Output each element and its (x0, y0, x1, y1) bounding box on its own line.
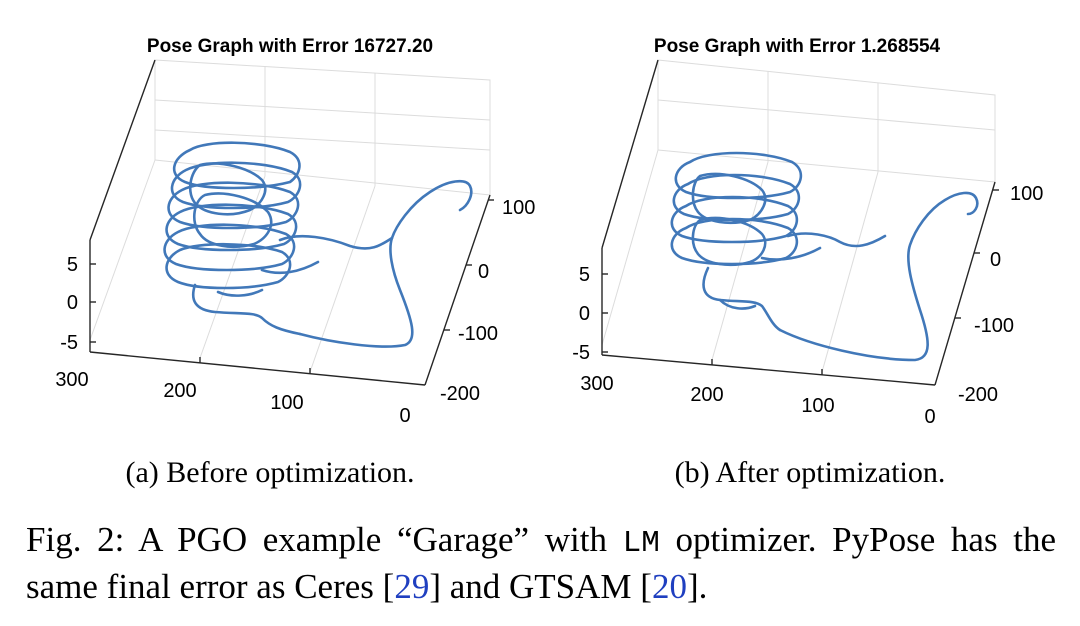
plot-panel-after: Pose Graph with Error 1.268554 5 0 -5 30… (540, 0, 1080, 460)
x-axis-line (601, 354, 936, 386)
x-axis-line (89, 351, 426, 386)
y-tick-label: -200 (958, 384, 998, 406)
z-tick-label: 5 (579, 264, 590, 286)
y-tick-label: 0 (478, 261, 489, 283)
plot-panel-before: Pose Graph with Error 16727.20 5 0 -5 30… (0, 0, 540, 460)
z-axis-line (601, 59, 659, 249)
pose-graph-plot-after: Pose Graph with Error 1.268554 5 0 -5 30… (572, 36, 1043, 428)
x-tick-label: 200 (163, 380, 196, 402)
y-tick-label: -100 (974, 315, 1014, 337)
x-tick-label: 0 (399, 405, 410, 427)
z-tick-label: 0 (67, 292, 78, 314)
y-tick-label: 0 (990, 249, 1001, 271)
y-tick-label: 100 (502, 197, 535, 219)
caption-text: optimizer. PyPose has the same final err… (26, 520, 1056, 606)
caption-text: ] and GTSAM [ (429, 567, 652, 606)
subcaption-before: (a) Before optimization. (125, 456, 415, 489)
plot-title: Pose Graph with Error 1.268554 (654, 36, 941, 57)
citation-link[interactable]: 29 (394, 567, 430, 606)
y-tick-label: -100 (458, 323, 498, 345)
y-axis-line (424, 194, 491, 386)
back-wall-grid (154, 59, 491, 195)
z-tick-label: 0 (579, 303, 590, 325)
grid-line (601, 149, 659, 346)
grid-line (309, 185, 376, 373)
z-tick-label: -5 (60, 332, 78, 354)
z-tick-label: 5 (67, 254, 78, 276)
grid-line (154, 99, 491, 121)
grid-line (711, 161, 769, 361)
back-wall-grid (657, 59, 996, 182)
x-tick-label: 200 (690, 384, 723, 406)
caption-code: LM (622, 526, 660, 561)
citation-link[interactable]: 20 (651, 567, 687, 606)
plot-title: Pose Graph with Error 16727.20 (147, 36, 433, 57)
grid-line (657, 99, 996, 131)
pose-graph-plot-before: Pose Graph with Error 16727.20 5 0 -5 30… (55, 36, 535, 427)
trajectory (670, 151, 979, 362)
y-tick-label: 100 (1010, 183, 1043, 205)
subcaption-after: (b) After optimization. (674, 456, 946, 489)
caption-text: ]. (686, 567, 708, 606)
y-tick-label: -200 (440, 383, 480, 405)
x-tick-label: 300 (580, 373, 613, 395)
trajectory (163, 141, 473, 348)
grid-line (821, 171, 879, 373)
grid-line (89, 159, 156, 341)
figure-caption: Fig. 2: A PGO example “Garage” with LM o… (26, 518, 1056, 608)
y-axis-line (934, 181, 996, 386)
x-tick-label: 300 (55, 369, 88, 391)
z-tick-label: -5 (572, 342, 590, 364)
x-tick-label: 0 (924, 406, 935, 428)
x-tick-label: 100 (801, 395, 834, 417)
caption-text: Fig. 2: A PGO example “Garage” with (26, 520, 623, 559)
grid-line (154, 129, 491, 151)
x-tick-label: 100 (270, 392, 303, 414)
z-axis-line (89, 59, 156, 241)
